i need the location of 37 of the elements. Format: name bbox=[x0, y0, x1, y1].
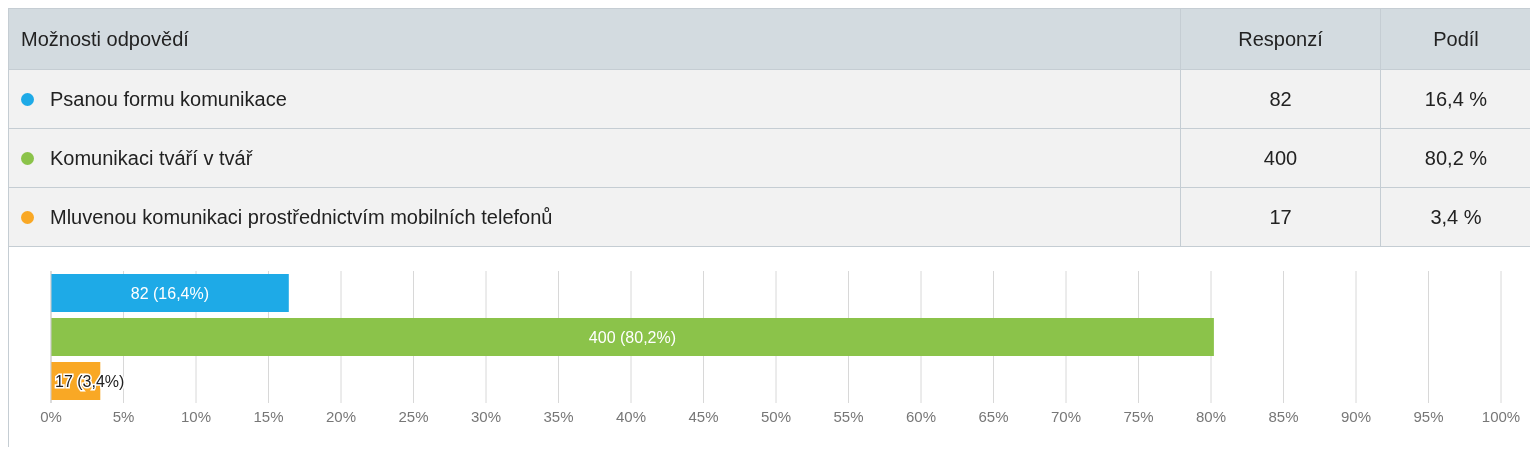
text: 17 bbox=[1181, 188, 1381, 246]
x-tick-label: 5% bbox=[112, 407, 135, 425]
text: Komunikaci tváří v tvář bbox=[9, 129, 1181, 187]
text: 3,4 % bbox=[1429, 204, 1483, 230]
text: 400 bbox=[1181, 129, 1381, 187]
data-label: 82 (16,4%) bbox=[130, 285, 210, 302]
text: Podíl bbox=[1432, 26, 1480, 52]
x-tick-label: 15% bbox=[253, 407, 284, 425]
text: Psanou formu komunikace bbox=[9, 70, 1181, 128]
x-tick-label: 10% bbox=[180, 407, 212, 425]
data-label: 400 (80,2%) bbox=[588, 329, 677, 346]
x-tick-label: 55% bbox=[833, 407, 864, 425]
text: 16,4 % bbox=[1423, 86, 1489, 112]
x-tick-label: 30% bbox=[470, 407, 502, 425]
text: 80,2 % bbox=[1423, 145, 1489, 171]
x-tick-label: 45% bbox=[688, 407, 719, 425]
bar bbox=[51, 318, 1214, 356]
x-tick-label: 70% bbox=[1050, 407, 1082, 425]
text: Responzí bbox=[1181, 9, 1381, 69]
x-tick-label: 60% bbox=[905, 407, 937, 425]
x-tick-label: 80% bbox=[1195, 407, 1227, 425]
x-tick-label: 65% bbox=[978, 407, 1009, 425]
text: Mluvenou komunikaci prostřednictvím mobilních telefonů bbox=[9, 188, 1181, 246]
x-tick-label: 90% bbox=[1340, 407, 1372, 425]
x-tick-label: 85% bbox=[1268, 407, 1299, 425]
text: 82 bbox=[1181, 70, 1381, 128]
bar bbox=[51, 274, 289, 312]
x-tick-label: 95% bbox=[1413, 407, 1444, 425]
x-tick-label: 20% bbox=[325, 407, 357, 425]
x-tick-label: 75% bbox=[1123, 407, 1154, 425]
x-tick-label: 0% bbox=[40, 407, 62, 425]
x-tick-label: 35% bbox=[543, 407, 574, 425]
x-tick-label: 25% bbox=[398, 407, 429, 425]
x-tick-label: 40% bbox=[615, 407, 647, 425]
x-tick-label: 50% bbox=[760, 407, 792, 425]
x-tick-label: 100% bbox=[1481, 407, 1521, 425]
text: Možnosti odpovědí bbox=[9, 9, 1181, 69]
